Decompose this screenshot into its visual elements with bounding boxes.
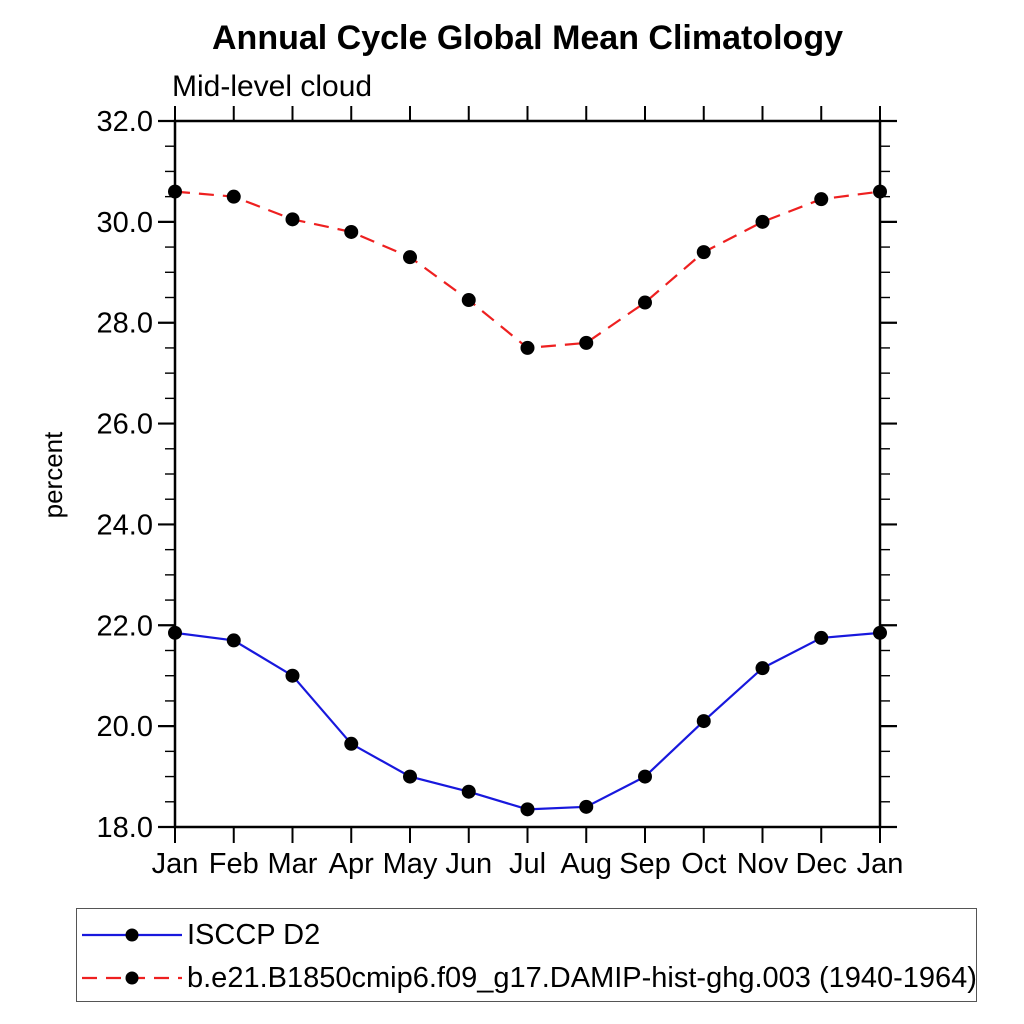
data-point-marker	[285, 668, 300, 683]
x-tick-label: Feb	[209, 848, 259, 880]
x-tick-label: Jun	[445, 848, 492, 880]
x-tick-label: Jan	[152, 848, 199, 880]
y-tick-label: 30.0	[97, 207, 153, 239]
legend-item-model: b.e21.B1850cmip6.f09_g17.DAMIP-hist-ghg.…	[80, 961, 977, 995]
data-point-marker	[638, 769, 652, 784]
data-point-marker	[344, 736, 359, 751]
data-point-marker	[696, 245, 711, 260]
y-tick-label: 20.0	[97, 711, 153, 743]
x-tick-label: Jan	[857, 848, 904, 880]
data-point-marker	[403, 250, 417, 265]
x-tick-label: Aug	[560, 848, 612, 880]
y-tick-label: 26.0	[97, 409, 153, 441]
data-point-marker	[461, 293, 476, 308]
plot-area: 18.0 20.0 22.0 24.0 26.0 28.0 30.0 32.0 Jan Feb Ma…	[97, 106, 904, 880]
data-point-marker	[168, 184, 182, 199]
data-point-marker	[814, 630, 829, 645]
x-tick-label: Dec	[795, 848, 847, 880]
chart-subtitle: Mid-level cloud	[172, 70, 373, 103]
legend-label-model: b.e21.B1850cmip6.f09_g17.DAMIP-hist-ghg.…	[187, 962, 977, 994]
data-point-marker	[285, 212, 300, 227]
y-tick-label: 22.0	[97, 610, 153, 642]
y-tick-label: 32.0	[97, 106, 153, 138]
plot-frame	[173, 119, 882, 829]
x-tick-label: May	[383, 848, 438, 880]
data-point-marker	[873, 625, 887, 640]
legend-sample-line-solid	[82, 928, 182, 942]
data-point-marker	[226, 189, 241, 204]
legend-marker-dot	[125, 928, 139, 942]
x-tick-label: Apr	[329, 848, 374, 880]
y-tick-label: 28.0	[97, 308, 153, 340]
data-point-marker	[755, 214, 770, 229]
chart-title: Annual Cycle Global Mean Climatology	[212, 19, 843, 57]
x-tick-label: Sep	[619, 848, 671, 880]
data-point-marker	[403, 769, 417, 784]
data-point-marker	[344, 224, 359, 239]
series-line-1	[174, 190, 881, 350]
data-point-marker	[755, 661, 770, 676]
data-point-marker	[461, 784, 476, 799]
data-point-marker	[873, 184, 887, 199]
legend-sample-line-dashed	[82, 971, 182, 985]
data-point-marker	[814, 192, 829, 207]
data-point-marker	[168, 625, 182, 640]
series-line-0	[174, 631, 881, 811]
legend-box: ISCCP D2 b.e21.B1850cmip6.f09_g17.DAMIP-…	[76, 908, 977, 1002]
y-tick-label: 18.0	[97, 812, 153, 844]
data-point-marker	[520, 802, 535, 817]
data-point-marker	[638, 295, 652, 310]
legend-item-isccp: ISCCP D2	[80, 918, 320, 952]
data-point-marker	[226, 633, 241, 648]
x-tick-label: Nov	[737, 848, 789, 880]
legend-label-isccp: ISCCP D2	[187, 919, 321, 951]
x-tick-label: Oct	[681, 848, 726, 880]
data-point-marker	[579, 335, 594, 350]
y-tick-label: 24.0	[97, 509, 153, 541]
data-point-marker	[579, 799, 594, 814]
x-tick-label: Jul	[509, 848, 546, 880]
legend-marker-dot	[125, 971, 139, 985]
data-point-marker	[696, 714, 711, 729]
x-tick-label: Mar	[268, 848, 318, 880]
data-point-marker	[520, 340, 535, 355]
y-axis-label: percent	[38, 431, 68, 519]
